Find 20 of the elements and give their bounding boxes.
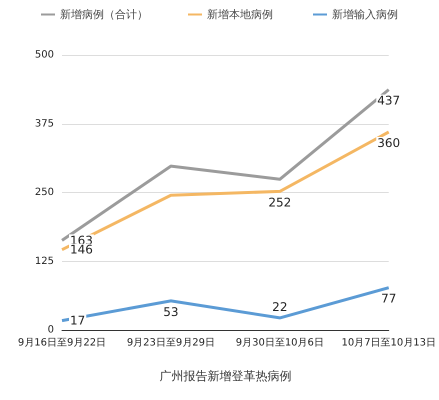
- data-label: 17: [70, 314, 86, 328]
- y-tick-label: 125: [34, 256, 54, 267]
- legend-label: 新增病例（合计）: [60, 8, 148, 21]
- x-tick-label: 9月23日至9月29日: [126, 338, 216, 348]
- x-tick-label: 9月16日至9月22日: [18, 338, 106, 348]
- data-label: 360: [377, 136, 400, 150]
- legend-label: 新增输入病例: [332, 8, 398, 21]
- y-tick-label: 375: [34, 118, 54, 130]
- data-label: 77: [381, 292, 396, 306]
- x-tick-label: 10月7日至10月13日: [341, 338, 436, 348]
- y-tick-label: 0: [48, 324, 54, 336]
- y-tick-label: 250: [34, 187, 54, 198]
- legend-label: 新增本地病例: [207, 8, 273, 21]
- data-label: 22: [272, 300, 288, 314]
- x-tick-label: 9月30日至10月6日: [236, 338, 324, 348]
- data-label: 53: [163, 304, 179, 319]
- x-axis-title: 广州报告新增登革热病例: [159, 369, 292, 383]
- data-label: 437: [377, 94, 400, 108]
- y-tick-label: 500: [34, 50, 54, 60]
- data-label: 252: [268, 195, 292, 210]
